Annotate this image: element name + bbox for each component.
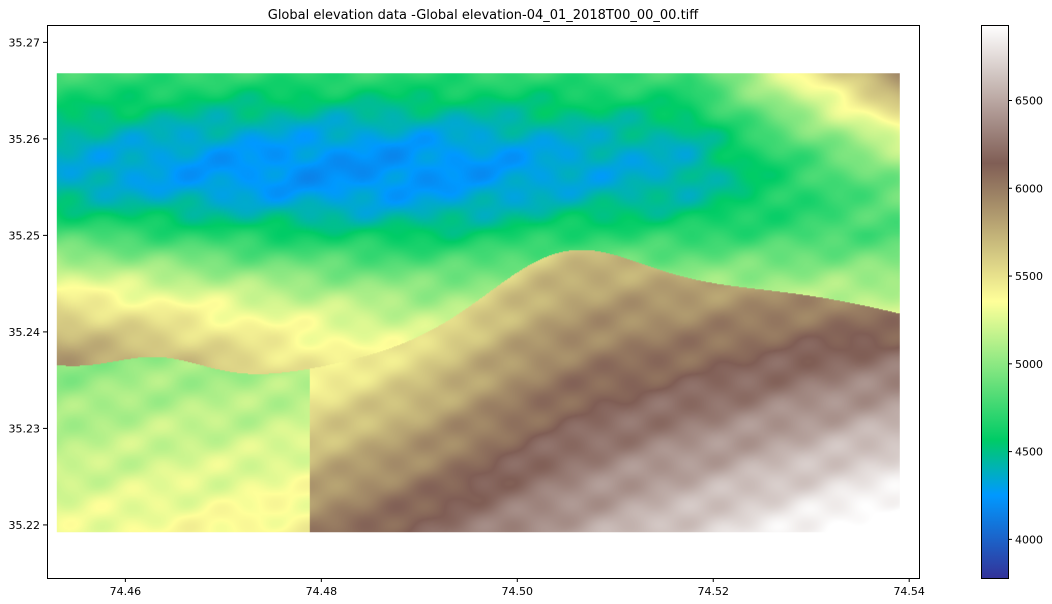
colorbar-frame [981, 25, 1009, 579]
y-tick-label: 35.23 [9, 422, 41, 435]
colorbar-tick-label: 4500 [1015, 446, 1043, 459]
colorbar-tick-label: 6500 [1015, 94, 1043, 107]
y-tick-label: 35.24 [9, 326, 41, 339]
colorbar-tick-label: 5000 [1015, 358, 1043, 371]
plot-frame [47, 25, 920, 579]
x-tick-label: 74.46 [110, 585, 142, 598]
y-axis: 35.22 35.23 35.24 35.25 35.26 35.27 [9, 36, 47, 532]
y-tick-label: 35.27 [9, 36, 41, 49]
heatmap-area [56, 73, 900, 533]
x-tick-label: 74.50 [502, 585, 534, 598]
colorbar-tick-label: 4000 [1015, 533, 1043, 546]
y-tick-label: 35.25 [9, 229, 41, 242]
y-tick-label: 35.22 [9, 519, 41, 532]
colorbar: 4000 4500 5000 5500 6000 6500 [981, 25, 1043, 579]
chart-title: Global elevation data -Global elevation-… [268, 8, 700, 23]
x-tick-label: 74.54 [893, 585, 925, 598]
colorbar-tick-label: 6000 [1015, 182, 1043, 195]
y-tick-label: 35.26 [9, 133, 41, 146]
colorbar-tick-label: 5500 [1015, 270, 1043, 283]
heatmap-image [56, 73, 900, 533]
colorbar-gradient [981, 25, 1008, 578]
x-axis: 74.46 74.48 74.50 74.52 74.54 [110, 578, 925, 598]
x-tick-label: 74.48 [306, 585, 338, 598]
x-tick-label: 74.52 [697, 585, 729, 598]
